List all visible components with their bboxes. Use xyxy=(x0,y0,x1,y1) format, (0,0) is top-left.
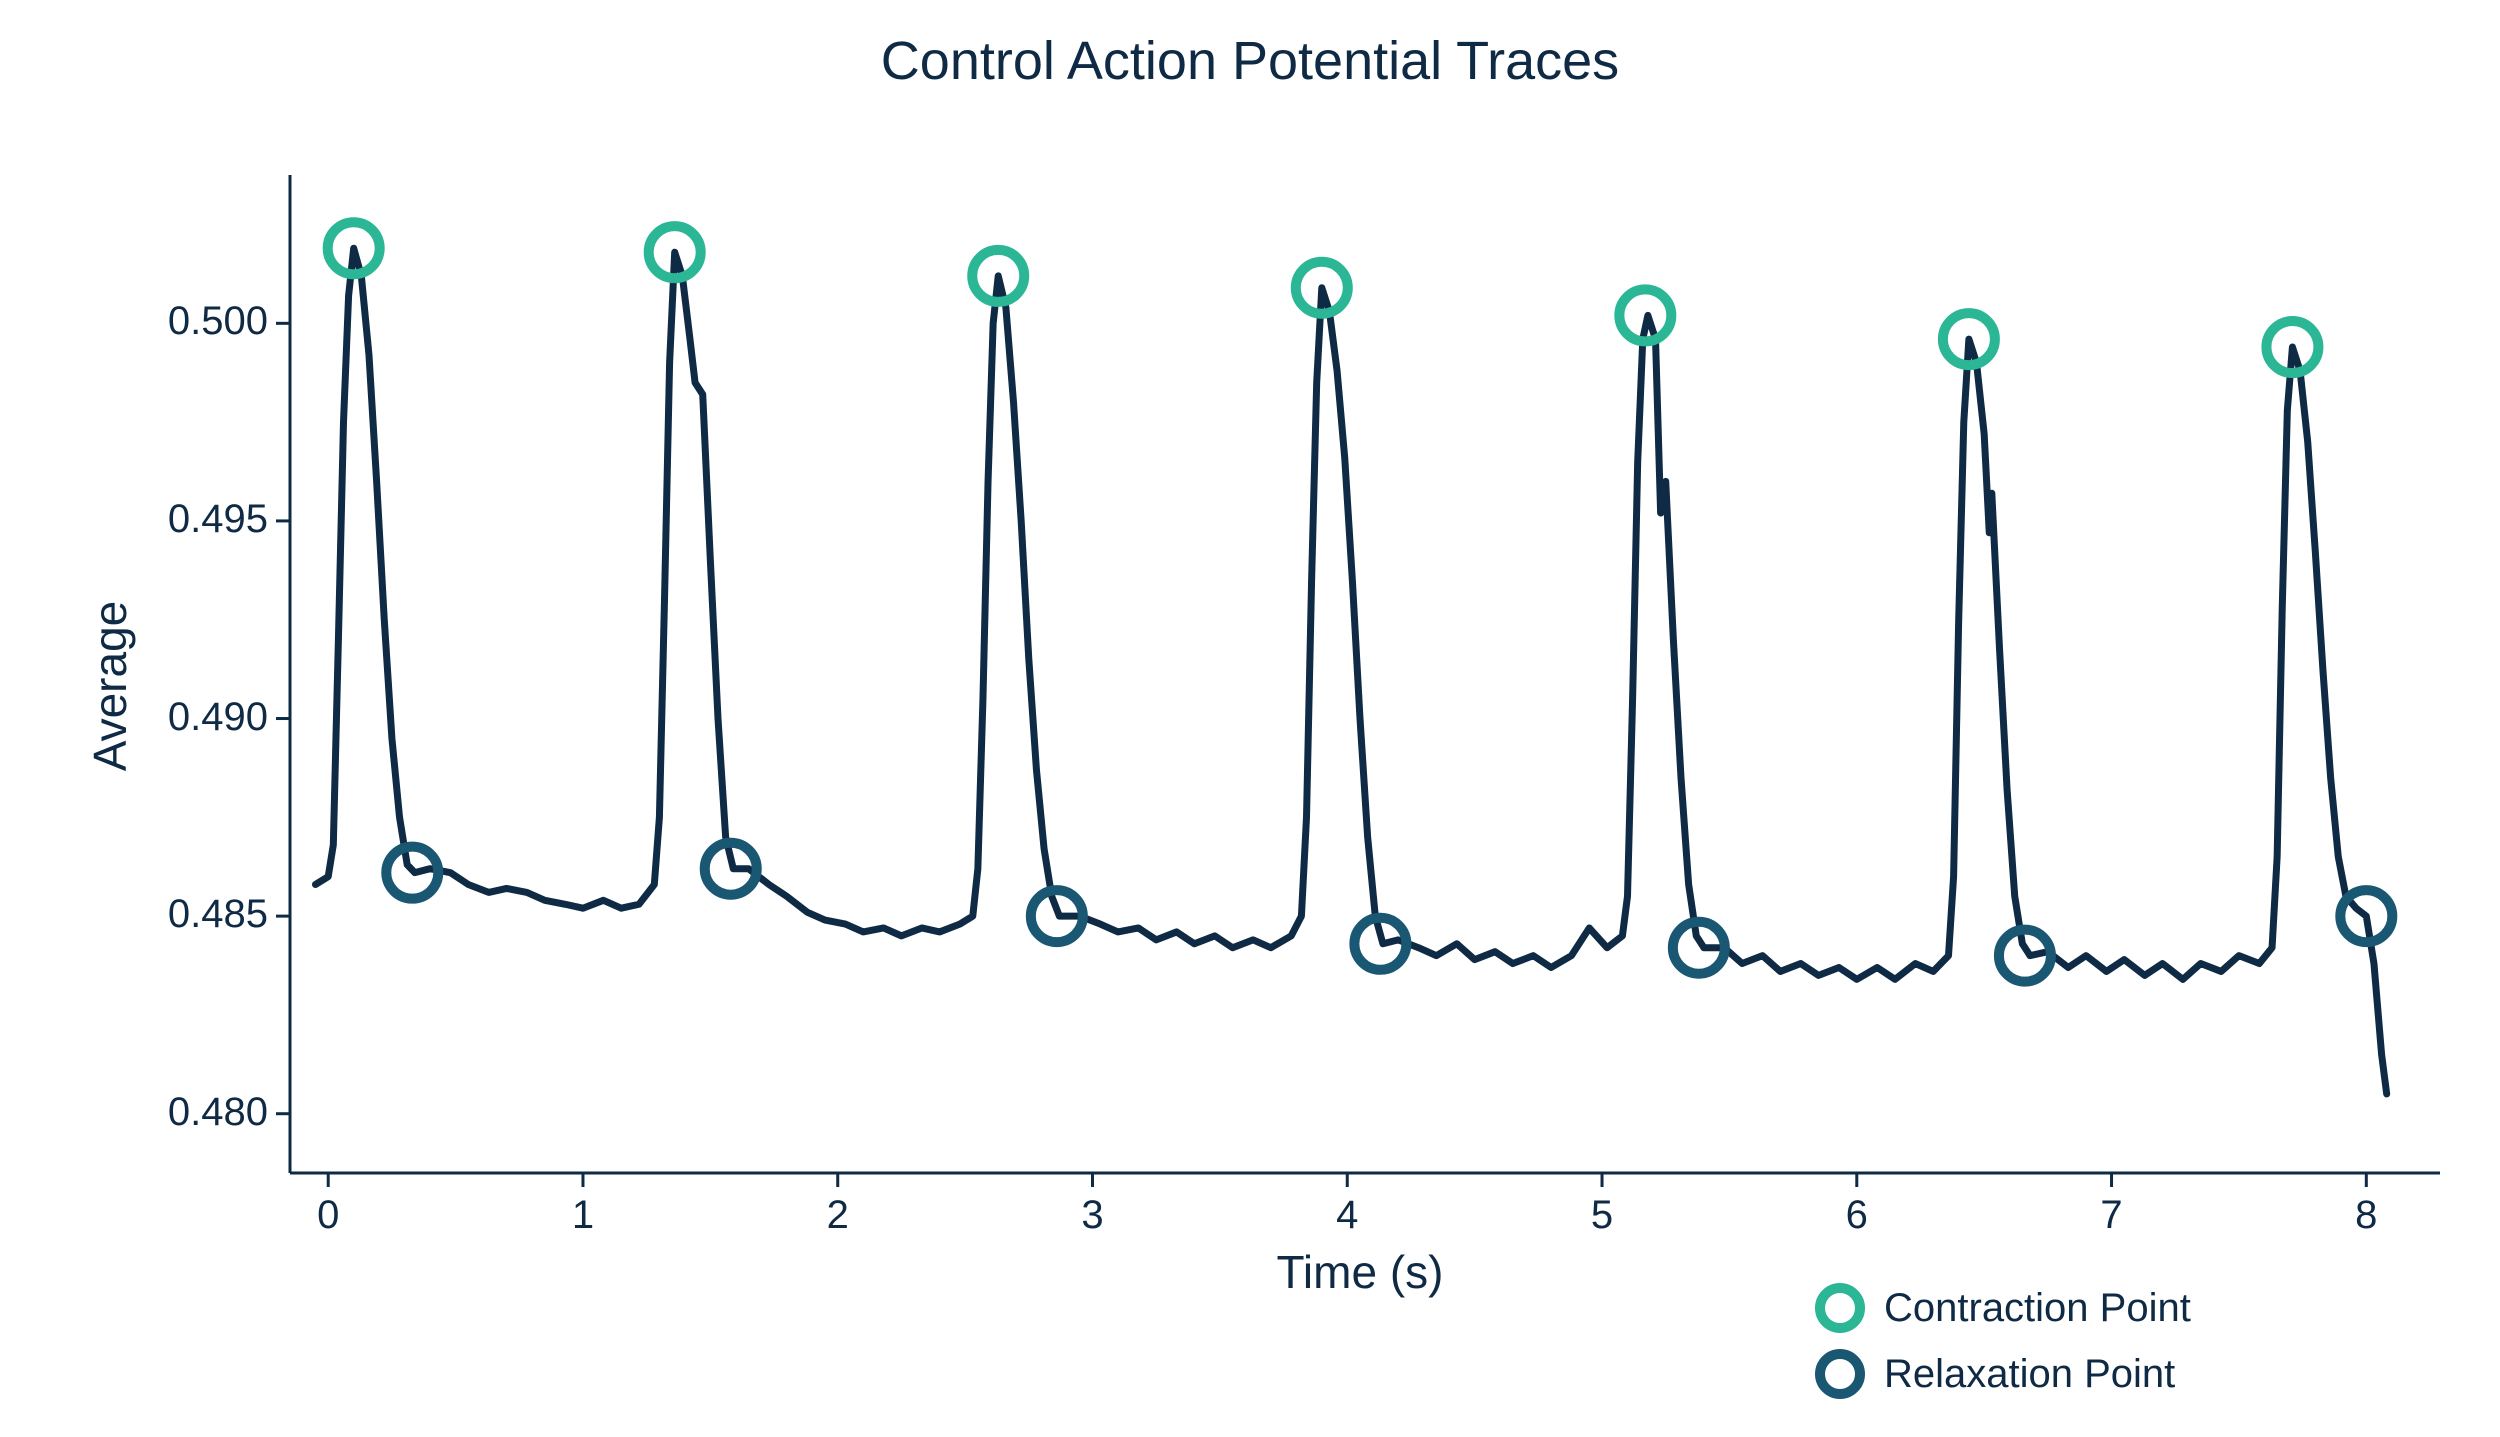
y-tick-label: 0.485 xyxy=(168,892,268,937)
x-tick-label: 4 xyxy=(1327,1193,1367,1238)
x-tick-label: 1 xyxy=(563,1193,603,1238)
legend-item-relaxation: Relaxation Point xyxy=(1812,1344,2191,1404)
legend-label: Relaxation Point xyxy=(1884,1352,2175,1397)
y-tick-label: 0.500 xyxy=(168,299,268,344)
x-tick-label: 5 xyxy=(1582,1193,1622,1238)
x-tick-label: 2 xyxy=(818,1193,858,1238)
x-tick-label: 6 xyxy=(1837,1193,1877,1238)
relaxation-point-icon xyxy=(1812,1346,1868,1402)
y-tick-label: 0.490 xyxy=(168,695,268,740)
contraction-point-icon xyxy=(1812,1280,1868,1336)
x-tick-label: 0 xyxy=(308,1193,348,1238)
y-tick-label: 0.480 xyxy=(168,1090,268,1135)
x-tick-label: 3 xyxy=(1073,1193,1113,1238)
legend: Contraction Point Relaxation Point xyxy=(1812,1278,2191,1410)
trace-line xyxy=(315,248,2386,1094)
legend-item-contraction: Contraction Point xyxy=(1812,1278,2191,1338)
legend-label: Contraction Point xyxy=(1884,1286,2191,1331)
x-tick-label: 8 xyxy=(2346,1193,2386,1238)
x-tick-label: 7 xyxy=(2092,1193,2132,1238)
y-tick-label: 0.495 xyxy=(168,497,268,542)
chart-container: Control Action Potential Traces Average … xyxy=(0,0,2500,1437)
